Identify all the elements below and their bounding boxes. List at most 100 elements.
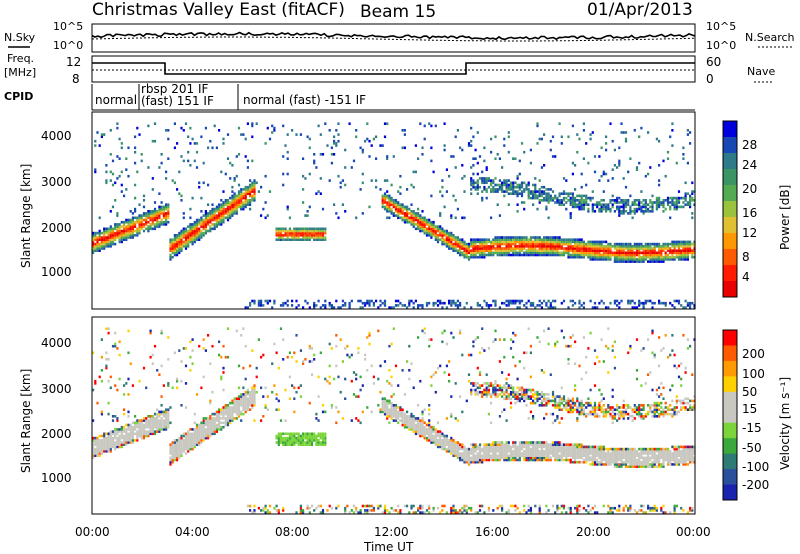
heatmap-cell bbox=[103, 238, 106, 241]
heatmap-cell bbox=[326, 144, 329, 147]
heatmap-cell bbox=[523, 190, 526, 193]
heatmap-cell bbox=[461, 177, 464, 180]
heatmap-cell bbox=[666, 245, 670, 248]
date-title: 01/Apr/2013 bbox=[587, 0, 693, 20]
heatmap-cell bbox=[127, 423, 130, 427]
heatmap-cell bbox=[118, 434, 121, 438]
heatmap-cell bbox=[165, 177, 168, 180]
heatmap-cell bbox=[173, 236, 176, 239]
heatmap-cell bbox=[536, 253, 539, 257]
heatmap-cell bbox=[540, 137, 543, 141]
heatmap-cell bbox=[222, 417, 225, 420]
heatmap-cell bbox=[147, 415, 150, 418]
heatmap-cell bbox=[368, 205, 371, 209]
heatmap-cell bbox=[213, 207, 216, 211]
heatmap-cell bbox=[359, 306, 362, 309]
heatmap-cell bbox=[355, 506, 358, 510]
heatmap-cell bbox=[189, 436, 192, 440]
heatmap-cell bbox=[677, 299, 681, 303]
heatmap-cell bbox=[439, 439, 442, 442]
heatmap-cell bbox=[127, 146, 130, 150]
heatmap-cell bbox=[286, 432, 289, 436]
heatmap-cell bbox=[503, 190, 506, 193]
heatmap-cell bbox=[321, 441, 325, 444]
heatmap-cell bbox=[288, 229, 291, 233]
heatmap-cell bbox=[547, 306, 550, 309]
heatmap-cell bbox=[436, 240, 440, 244]
heatmap-cell bbox=[109, 170, 112, 174]
heatmap-cell bbox=[410, 425, 413, 429]
heatmap-cell bbox=[496, 190, 499, 193]
heatmap-cell bbox=[116, 122, 119, 125]
heatmap-cell bbox=[383, 201, 387, 204]
heatmap-cell bbox=[501, 506, 504, 510]
heatmap-cell bbox=[520, 183, 524, 187]
heatmap-cell bbox=[605, 207, 608, 211]
heatmap-cell bbox=[209, 425, 212, 429]
heatmap-cell bbox=[321, 229, 325, 233]
heatmap-cell bbox=[136, 220, 139, 224]
heatmap-cell bbox=[149, 419, 152, 422]
heatmap-cell bbox=[538, 238, 541, 241]
heatmap-cell bbox=[127, 220, 130, 224]
heatmap-cell bbox=[684, 247, 687, 250]
heatmap-cell bbox=[463, 249, 466, 252]
heatmap-cell bbox=[598, 155, 601, 158]
heatmap-cell bbox=[187, 432, 190, 436]
heatmap-cell bbox=[202, 419, 205, 422]
heatmap-cell bbox=[222, 410, 225, 414]
heatmap-cell bbox=[450, 509, 453, 512]
heatmap-cell bbox=[176, 450, 179, 453]
heatmap-cell bbox=[324, 231, 327, 235]
heatmap-cell bbox=[682, 249, 685, 252]
heatmap-cell bbox=[421, 223, 424, 226]
heatmap-cell bbox=[147, 214, 150, 217]
heatmap-cell bbox=[494, 190, 497, 193]
heatmap-cell bbox=[607, 245, 610, 248]
heatmap-cell bbox=[470, 139, 473, 143]
heatmap-cell bbox=[114, 234, 117, 237]
heatmap-cell bbox=[613, 210, 616, 213]
heatmap-cell bbox=[514, 236, 517, 239]
heatmap-cell bbox=[454, 445, 457, 449]
heatmap-cell bbox=[684, 181, 687, 185]
heatmap-cell bbox=[231, 399, 234, 403]
heatmap-cell bbox=[523, 236, 526, 239]
heatmap-cell bbox=[487, 452, 490, 455]
heatmap-cell bbox=[613, 247, 616, 250]
heatmap-cell bbox=[169, 445, 172, 449]
heatmap-cell bbox=[582, 207, 585, 211]
heatmap-cell bbox=[215, 430, 218, 433]
heatmap-cell bbox=[556, 238, 559, 241]
heatmap-cell bbox=[233, 212, 236, 215]
heatmap-cell bbox=[149, 331, 152, 335]
heatmap-cell bbox=[624, 185, 628, 189]
heatmap-cell bbox=[490, 443, 493, 446]
heatmap-cell bbox=[509, 238, 513, 241]
heatmap-cell bbox=[313, 234, 316, 237]
heatmap-cell bbox=[496, 443, 499, 446]
heatmap-cell bbox=[392, 404, 395, 407]
heatmap-cell bbox=[293, 432, 296, 436]
heatmap-cell bbox=[308, 439, 311, 442]
heatmap-cell bbox=[412, 430, 415, 433]
heatmap-cell bbox=[481, 347, 484, 350]
heatmap-cell bbox=[481, 504, 484, 508]
heatmap-cell bbox=[525, 306, 528, 309]
heatmap-cell bbox=[220, 205, 223, 209]
heatmap-cell bbox=[291, 238, 294, 241]
heatmap-cell bbox=[602, 247, 605, 250]
heatmap-cell bbox=[673, 247, 676, 250]
heatmap-cell bbox=[193, 428, 196, 431]
heatmap-cell bbox=[585, 203, 588, 206]
heatmap-cell bbox=[618, 212, 621, 215]
heatmap-cell bbox=[200, 425, 203, 429]
heatmap-cell bbox=[237, 395, 241, 398]
heatmap-cell bbox=[368, 301, 371, 305]
heatmap-cell bbox=[689, 203, 692, 206]
heatmap-cell bbox=[452, 441, 455, 444]
heatmap-cell bbox=[213, 412, 216, 416]
heatmap-cell bbox=[218, 207, 221, 211]
heatmap-cell bbox=[534, 247, 537, 250]
heatmap-cell bbox=[249, 183, 252, 187]
